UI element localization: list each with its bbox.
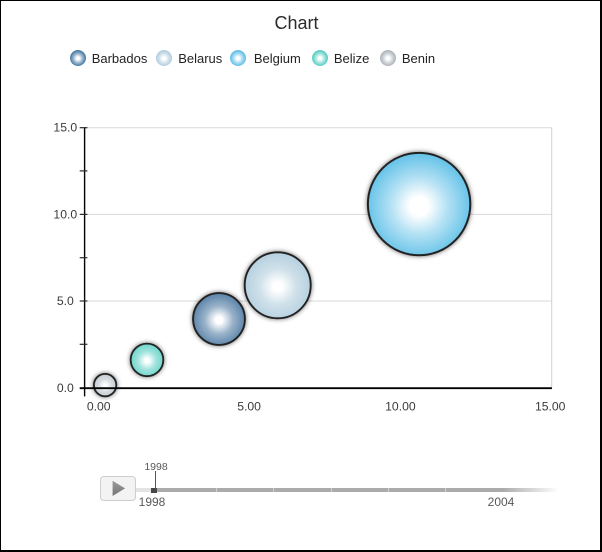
- svg-text:0.0: 0.0: [57, 381, 74, 395]
- svg-text:0.00: 0.00: [87, 400, 111, 414]
- svg-text:15.00: 15.00: [535, 400, 566, 414]
- svg-text:10.00: 10.00: [385, 400, 416, 414]
- svg-text:10.0: 10.0: [53, 207, 77, 221]
- svg-text:5.00: 5.00: [237, 400, 261, 414]
- svg-text:5.0: 5.0: [57, 294, 74, 308]
- svg-text:15.0: 15.0: [53, 121, 77, 135]
